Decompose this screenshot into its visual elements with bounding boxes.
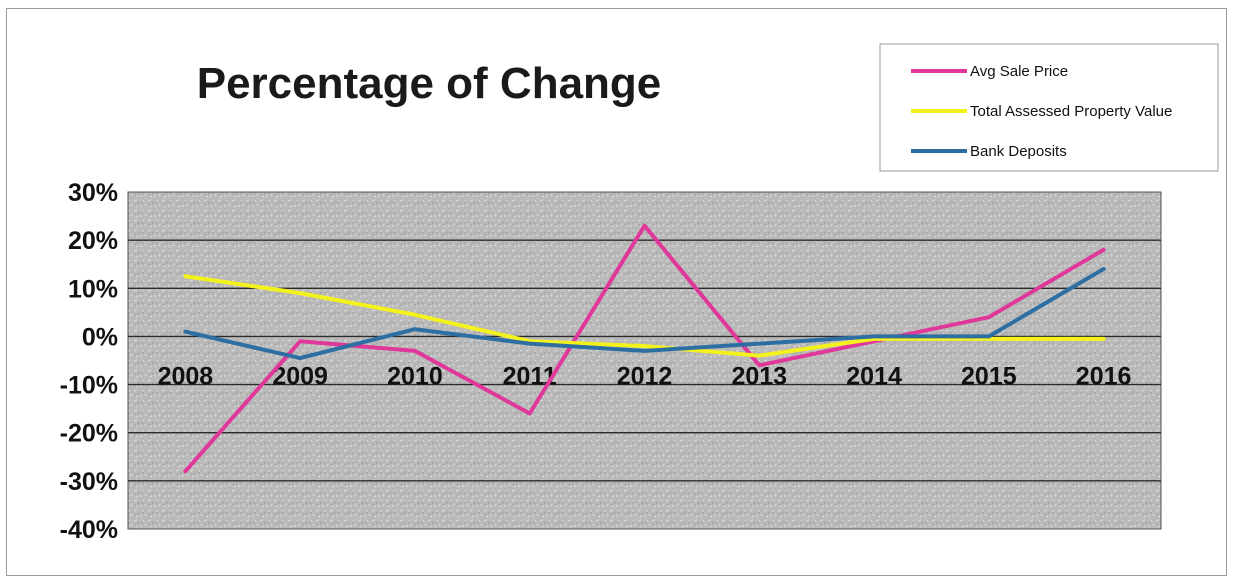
chart-frame: Percentage of Change Avg Sale Price Total…	[6, 8, 1227, 576]
legend-label-0: Avg Sale Price	[970, 63, 1068, 80]
y-tick-label: 30%	[68, 179, 118, 207]
y-tick-label: 10%	[68, 275, 118, 303]
series-line-0	[183, 223, 1106, 474]
y-tick-label: -30%	[60, 468, 118, 496]
x-tick-label: 2012	[617, 362, 673, 390]
y-tick-label: 20%	[68, 227, 118, 255]
legend-label-2: Bank Deposits	[970, 143, 1067, 160]
x-axis-tick-labels: 2008 2009 2010 2011 2012 2013 2014 2015 2016	[158, 362, 1132, 390]
series-line-2	[183, 267, 1106, 361]
line-chart: Percentage of Change Avg Sale Price Total…	[60, 43, 1219, 544]
plot-area: 2008 2009 2010 2011 2012 2013 2014 2015 2016	[127, 191, 1162, 530]
x-tick-label: 2010	[387, 362, 443, 390]
y-axis-tick-labels: 30% 20% 10% 0% -10% -20% -30% -40%	[60, 179, 118, 544]
chart-title: Percentage of Change	[197, 59, 662, 108]
y-tick-label: -20%	[60, 420, 118, 448]
series-lines	[183, 223, 1106, 474]
legend: Avg Sale Price Total Assessed Property Va…	[879, 43, 1219, 172]
legend-label-1: Total Assessed Property Value	[970, 103, 1172, 120]
x-tick-label: 2011	[503, 362, 557, 390]
y-tick-label: 0%	[82, 323, 118, 351]
series-line-1	[183, 274, 1106, 358]
x-tick-label: 2016	[1076, 362, 1132, 390]
gridlines	[128, 239, 1161, 482]
x-tick-label: 2015	[961, 362, 1017, 390]
x-tick-label: 2009	[272, 362, 328, 390]
x-tick-label: 2008	[158, 362, 214, 390]
x-tick-label: 2014	[846, 362, 902, 390]
plot-background	[127, 191, 1162, 530]
y-tick-label: -40%	[60, 516, 118, 544]
y-tick-label: -10%	[60, 372, 118, 400]
